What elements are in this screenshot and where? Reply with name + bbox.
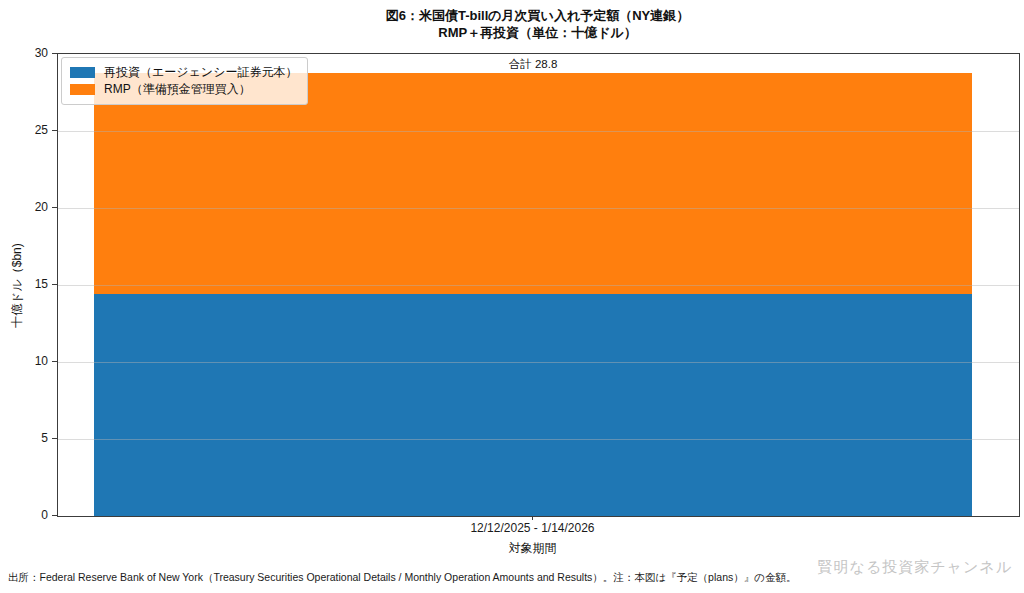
chart-figure: 図6：米国債T-billの月次買い入れ予定額（NY連銀） RMP＋再投資（単位：…	[0, 0, 1024, 593]
legend-label-reinvestment: 再投資（エージェンシー証券元本）	[104, 64, 297, 81]
watermark: 賢明なる投資家チャンネル	[818, 558, 1012, 577]
chart-title-line1: 図6：米国債T-billの月次買い入れ予定額（NY連銀）	[57, 7, 1018, 24]
x-tick-label: 12/12/2025 - 1/14/2026	[57, 521, 1008, 535]
y-tick-mark-5	[52, 438, 57, 439]
gridline-25	[58, 131, 1019, 132]
legend-swatch-reinvestment-icon	[70, 67, 95, 78]
y-tick-label-25: 25	[14, 123, 48, 137]
legend-swatch-rmp-icon	[70, 84, 95, 95]
gridline-5	[58, 439, 1019, 440]
gridline-20	[58, 208, 1019, 209]
chart-title: 図6：米国債T-billの月次買い入れ予定額（NY連銀） RMP＋再投資（単位：…	[57, 7, 1018, 41]
x-tick-mark	[532, 516, 533, 520]
y-tick-mark-20	[52, 207, 57, 208]
x-axis-label: 対象期間	[57, 540, 1008, 557]
y-tick-mark-0	[52, 515, 57, 516]
legend-label-rmp: RMP（準備預金管理買入）	[104, 81, 251, 98]
y-tick-label-5: 5	[14, 431, 48, 445]
bar-segment-reinvestment	[94, 294, 972, 516]
source-note: 出所：Federal Reserve Bank of New York（Trea…	[8, 571, 828, 585]
plot-area: 合計 28.8 再投資（エージェンシー証券元本） RMP（準備預金管理買入）	[57, 53, 1020, 517]
gridline-10	[58, 362, 1019, 363]
y-tick-mark-25	[52, 130, 57, 131]
y-tick-label-30: 30	[14, 46, 48, 60]
y-tick-label-20: 20	[14, 200, 48, 214]
y-axis-label: 十億ドル（$bn)	[9, 226, 26, 346]
legend: 再投資（エージェンシー証券元本） RMP（準備預金管理買入）	[61, 57, 308, 105]
chart-title-line2: RMP＋再投資（単位：十億ドル）	[57, 24, 1018, 41]
bar-segment-rmp	[94, 73, 972, 295]
legend-item-reinvestment: 再投資（エージェンシー証券元本）	[70, 64, 297, 81]
y-tick-label-10: 10	[14, 354, 48, 368]
y-tick-mark-30	[52, 53, 57, 54]
legend-item-rmp: RMP（準備預金管理買入）	[70, 81, 297, 98]
y-tick-label-0: 0	[14, 508, 48, 522]
y-tick-mark-10	[52, 361, 57, 362]
gridline-15	[58, 285, 1019, 286]
y-tick-mark-15	[52, 284, 57, 285]
